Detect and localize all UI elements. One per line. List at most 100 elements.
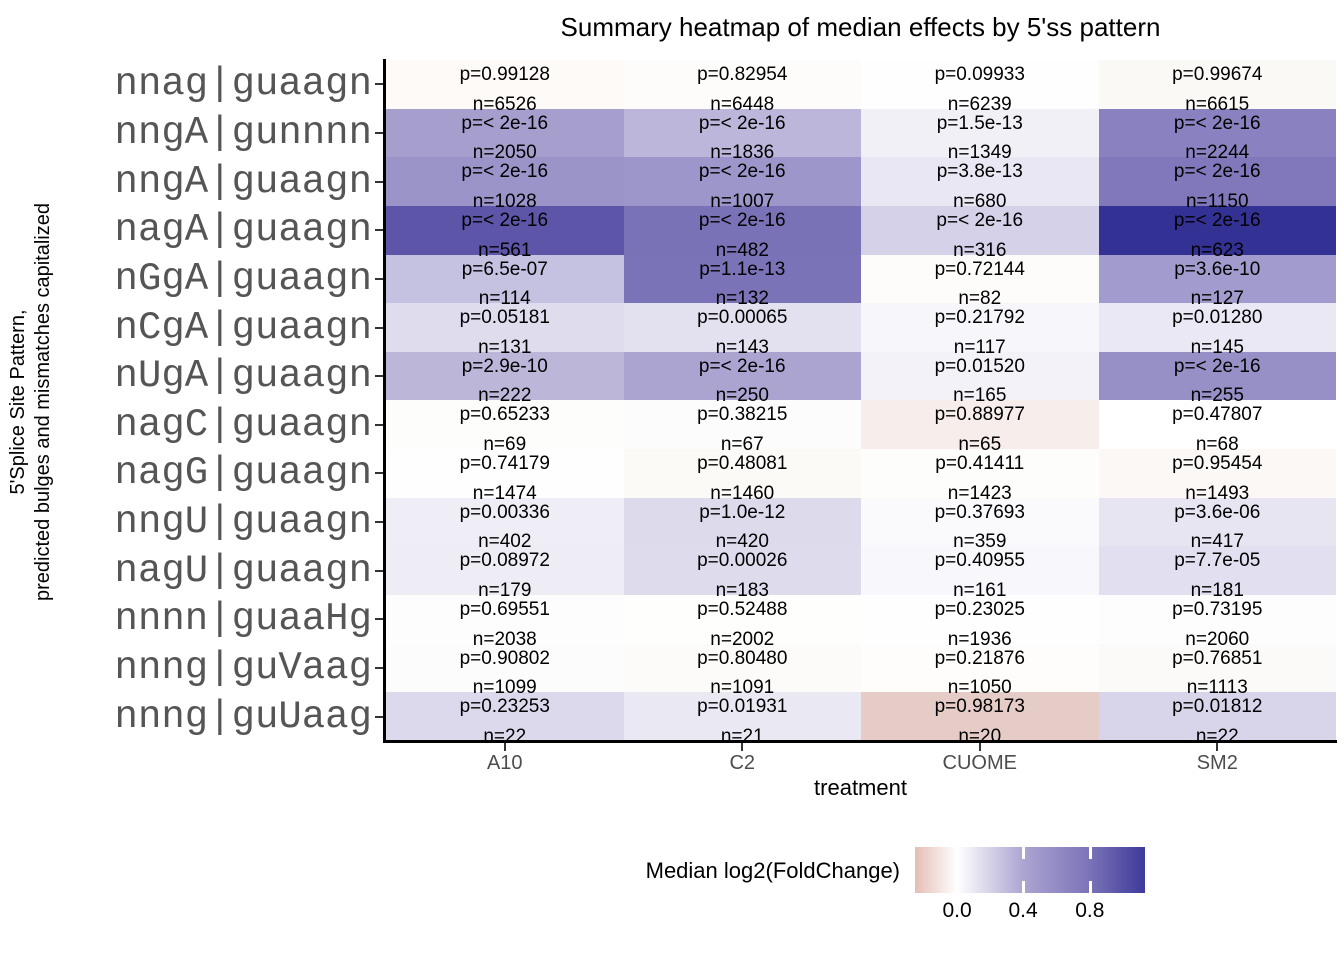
cell-pvalue-label: p=0.05181 xyxy=(459,307,550,329)
cell-pvalue-label: p=0.23253 xyxy=(459,696,550,718)
heatmap-row: p=0.23253 n=22 p=0.01931 n=21 p=0.98173 n=20 p… xyxy=(386,692,1336,747)
cell-pvalue-label: p=< 2e-16 xyxy=(698,209,786,231)
cell-pvalue-label: p=0.01931 xyxy=(697,696,788,718)
cell-count-label: n=82 xyxy=(958,288,1002,310)
heatmap-row: p=0.99128 n=6526 p=0.82954 n=6448 p=0.09933 n… xyxy=(386,60,1336,115)
cell-count-label: n=6615 xyxy=(1185,93,1250,115)
x-axis-tick xyxy=(741,743,744,751)
legend-bar-tick-mark xyxy=(1088,847,1092,859)
cell-count-label: n=1028 xyxy=(472,190,537,212)
legend-tick-label: 0.4 xyxy=(1008,899,1038,922)
y-axis-label: nnnn|guaaHg xyxy=(114,597,372,642)
cell-count-label: n=179 xyxy=(478,580,532,602)
cell-count-label: n=1936 xyxy=(947,628,1012,650)
y-axis-label: nGgA|guaagn xyxy=(114,256,372,301)
cell-pvalue-label: p=0.01280 xyxy=(1172,307,1263,329)
y-axis-label: nCgA|guaagn xyxy=(114,305,372,350)
cell-pvalue-label: p=< 2e-16 xyxy=(936,209,1024,231)
y-axis-tick xyxy=(375,375,383,378)
cell-pvalue-label: p=0.00065 xyxy=(697,307,788,329)
cell-count-label: n=1493 xyxy=(1185,482,1250,504)
cell-count-label: n=68 xyxy=(1195,434,1239,456)
cell-pvalue-label: p=0.01520 xyxy=(934,355,1025,377)
heatmap-cell: p=< 2e-16 n=561 xyxy=(386,205,624,261)
heatmap-cell: p=0.00336 n=402 xyxy=(386,497,624,552)
cell-pvalue-label: p=< 2e-16 xyxy=(1173,355,1261,377)
y-axis-label: nagA|guaagn xyxy=(114,208,372,253)
y-axis-tick xyxy=(375,83,383,86)
cell-count-label: n=222 xyxy=(478,385,532,407)
cell-count-label: n=1460 xyxy=(710,482,775,504)
heatmap-cell: p=0.01931 n=21 xyxy=(623,692,861,747)
cell-count-label: n=680 xyxy=(953,190,1007,212)
y-axis-tick xyxy=(375,326,383,329)
cell-pvalue-label: p=0.47807 xyxy=(1172,404,1263,426)
y-axis-title: 5'Splice Site Pattern, predicted bulges … xyxy=(6,52,58,752)
cell-count-label: n=1423 xyxy=(947,482,1012,504)
cell-count-label: n=20 xyxy=(958,725,1002,747)
cell-pvalue-label: p=< 2e-16 xyxy=(1173,112,1261,134)
heatmap-cell: p=0.00026 n=183 xyxy=(623,546,861,601)
heatmap-cell: p=0.23253 n=22 xyxy=(386,692,624,747)
cell-pvalue-label: p=< 2e-16 xyxy=(461,209,549,231)
cell-count-label: n=482 xyxy=(715,239,769,261)
heatmap-row: p=0.08972 n=179 p=0.00026 n=183 p=0.40955 n=1… xyxy=(386,546,1336,601)
cell-count-label: n=6526 xyxy=(472,93,537,115)
cell-count-label: n=65 xyxy=(958,434,1002,456)
heatmap-row: p=0.05181 n=131 p=0.00065 n=143 p=0.21792 n=1… xyxy=(386,303,1336,358)
heatmap-row: p=0.74179 n=1474 p=0.48081 n=1460 p=0.41411 n… xyxy=(386,449,1336,504)
heatmap-cell: p=0.52488 n=2002 xyxy=(623,595,861,650)
heatmap-cell: p=3.8e-13 n=680 xyxy=(861,157,1099,212)
cell-count-label: n=2060 xyxy=(1185,628,1250,650)
cell-count-label: n=255 xyxy=(1190,385,1244,407)
cell-pvalue-label: p=< 2e-16 xyxy=(698,161,786,183)
y-axis-tick xyxy=(375,229,383,232)
heatmap-cell: p=0.88977 n=65 xyxy=(861,400,1099,455)
heatmap-cell: p=0.21792 n=117 xyxy=(861,303,1099,358)
heatmap-cell: p=0.65233 n=69 xyxy=(386,400,624,455)
cell-pvalue-label: p=0.52488 xyxy=(697,599,788,621)
cell-pvalue-label: p=0.08972 xyxy=(459,550,550,572)
heatmap-row: p=< 2e-16 n=2050 p=< 2e-16 n=1836 p=1.5e-13 n… xyxy=(386,108,1336,163)
heatmap-cell: p=7.7e-05 n=181 xyxy=(1098,546,1336,601)
y-axis-label: nUgA|guaagn xyxy=(114,354,372,399)
heatmap-row: p=0.65233 n=69 p=0.38215 n=67 p=0.88977 n=65 p… xyxy=(386,400,1336,455)
heatmap-cell: p=2.9e-10 n=222 xyxy=(386,351,624,406)
cell-pvalue-label: p=< 2e-16 xyxy=(1173,161,1261,183)
cell-pvalue-label: p=0.01812 xyxy=(1172,696,1263,718)
heatmap-cell: p=0.73195 n=2060 xyxy=(1098,595,1336,650)
y-axis-label: nngU|guaagn xyxy=(114,500,372,545)
heatmap-cell: p=0.99128 n=6526 xyxy=(386,60,624,115)
cell-count-label: n=132 xyxy=(715,288,769,310)
y-axis-tick xyxy=(375,131,383,134)
cell-count-label: n=161 xyxy=(953,580,1007,602)
heatmap-cell: p=< 2e-16 n=2244 xyxy=(1098,108,1336,163)
heatmap-cell: p=< 2e-16 n=250 xyxy=(623,351,861,406)
heatmap-cell: p=0.90802 n=1099 xyxy=(386,643,624,698)
cell-pvalue-label: p=3.6e-10 xyxy=(1174,258,1261,280)
cell-count-label: n=69 xyxy=(483,434,527,456)
cell-count-label: n=417 xyxy=(1190,531,1244,553)
cell-count-label: n=6239 xyxy=(947,93,1012,115)
x-axis-label: CUOME xyxy=(942,752,1017,774)
x-axis-label: SM2 xyxy=(1196,752,1238,774)
cell-count-label: n=623 xyxy=(1190,239,1244,261)
cell-count-label: n=6448 xyxy=(710,93,775,115)
cell-pvalue-label: p=1.5e-13 xyxy=(936,112,1023,134)
heatmap-cell: p=0.69551 n=2038 xyxy=(386,595,624,650)
heatmap-cell: p=0.47807 n=68 xyxy=(1098,400,1336,455)
cell-pvalue-label: p=0.80480 xyxy=(697,647,788,669)
heatmap-cell: p=0.82954 n=6448 xyxy=(623,60,861,115)
cell-count-label: n=2002 xyxy=(710,628,775,650)
y-axis-label: nnag|guaagn xyxy=(114,62,372,107)
heatmap-panel: p=0.99128 n=6526 p=0.82954 n=6448 p=0.09933 n… xyxy=(386,60,1336,747)
cell-pvalue-label: p=0.90802 xyxy=(459,647,550,669)
legend-tick-label: 0.8 xyxy=(1075,899,1105,922)
cell-count-label: n=250 xyxy=(715,385,769,407)
heatmap-cell: p=< 2e-16 n=1028 xyxy=(386,157,624,212)
heatmap-cell: p=0.48081 n=1460 xyxy=(623,449,861,504)
cell-pvalue-label: p=< 2e-16 xyxy=(698,112,786,134)
x-axis-line xyxy=(383,740,1337,743)
heatmap-cell: p=0.00065 n=143 xyxy=(623,303,861,358)
heatmap-cell: p=0.99674 n=6615 xyxy=(1098,60,1336,115)
